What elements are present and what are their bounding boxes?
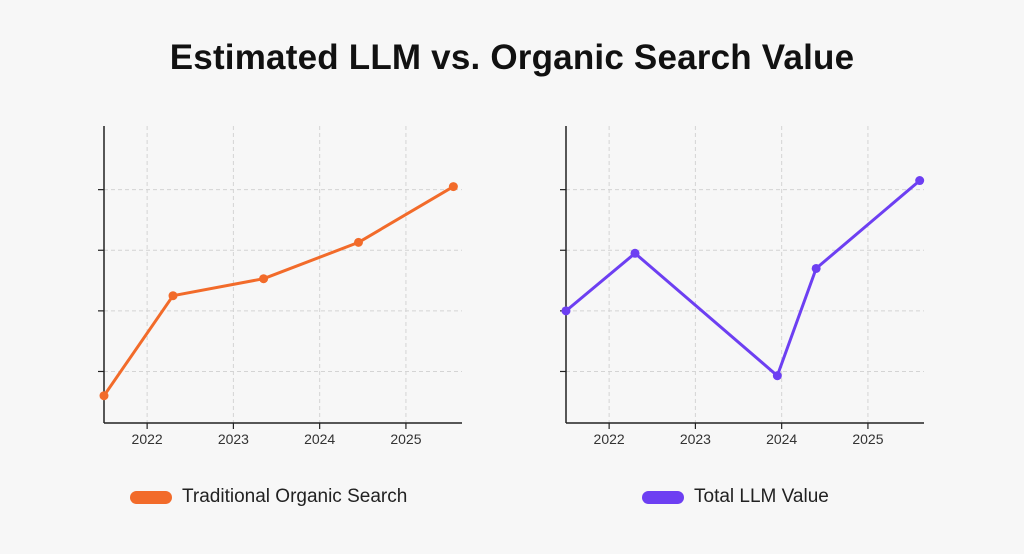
llm-x-tick-label: 2023 — [680, 431, 711, 447]
organic-x-tick-label: 2024 — [304, 431, 335, 447]
llm-x-tick-label: 2022 — [594, 431, 625, 447]
organic-x-tick-label: 2025 — [390, 431, 421, 447]
llm-data-point — [811, 263, 821, 273]
llm-data-point — [561, 306, 571, 316]
llm-series-line — [564, 179, 922, 378]
legend-label-llm: Total LLM Value — [694, 486, 829, 507]
organic-data-point — [259, 274, 269, 284]
organic-x-tick-label: 2022 — [132, 431, 163, 447]
organic-data-point — [168, 291, 178, 301]
llm-data-point — [630, 248, 640, 258]
llm-x-tick-label: 2024 — [766, 431, 797, 447]
legend-label-organic: Traditional Organic Search — [182, 486, 408, 507]
organic-data-point — [99, 391, 109, 401]
legend-swatch-organic — [130, 490, 172, 504]
organic-x-tick-label: 2023 — [218, 431, 249, 447]
organic-data-point — [353, 237, 363, 247]
legend-organic-search: Traditional Organic Search — [130, 484, 407, 510]
legend-llm-value: Total LLM Value — [642, 484, 829, 510]
legend-swatch-llm — [642, 490, 684, 504]
llm-x-tick-label: 2025 — [852, 431, 883, 447]
llm-data-point — [772, 371, 782, 381]
llm-data-point — [915, 176, 925, 186]
chart-title: Estimated LLM vs. Organic Search Value — [169, 38, 855, 77]
organic-series-line — [102, 185, 455, 398]
organic-data-point — [448, 182, 458, 192]
